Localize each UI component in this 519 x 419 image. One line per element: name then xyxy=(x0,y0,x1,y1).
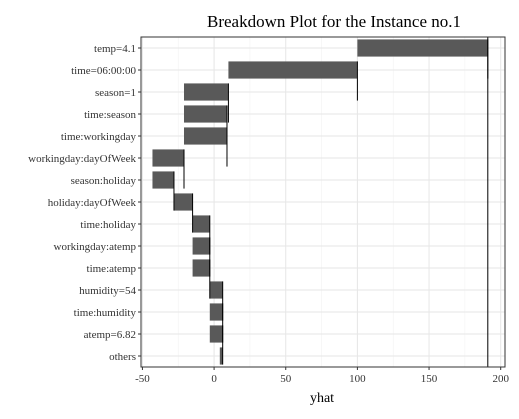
y-tick-label: atemp=6.82 xyxy=(84,329,136,341)
y-tick-label: workingday:dayOfWeek xyxy=(28,153,136,165)
contribution-bar xyxy=(357,39,488,57)
contribution-bar xyxy=(192,259,210,277)
x-axis-title: yhat xyxy=(310,391,334,406)
contribution-bar xyxy=(152,149,184,167)
y-tick-label: temp=4.1 xyxy=(94,43,136,55)
contribution-bar xyxy=(228,61,358,79)
contribution-bar xyxy=(183,83,229,101)
contribution-bar xyxy=(152,171,174,189)
x-tick-label: 100 xyxy=(349,373,366,385)
y-tick-label: workingday:atemp xyxy=(54,241,137,253)
y-tick-label: time:workingday xyxy=(61,131,137,143)
x-tick-label: 150 xyxy=(421,373,438,385)
connectors xyxy=(173,39,489,365)
contribution-bar xyxy=(192,215,210,233)
contribution-bar xyxy=(183,105,227,123)
y-tick-label: holiday:dayOfWeek xyxy=(48,197,137,209)
contribution-bar xyxy=(192,237,210,255)
y-tick-label: season=1 xyxy=(95,87,136,99)
x-axis-ticks: -50 0 50 100 150 200 xyxy=(135,367,509,385)
y-tick-label: time:season xyxy=(84,109,136,121)
y-tick-label: time:humidity xyxy=(74,307,137,319)
y-tick-label: time:holiday xyxy=(80,219,136,231)
x-tick-label: 200 xyxy=(492,373,509,385)
contribution-bar xyxy=(183,127,227,145)
contribution-bar xyxy=(209,281,223,299)
y-tick-label: time:atemp xyxy=(87,263,137,275)
contribution-bar xyxy=(219,347,223,365)
x-tick-label: 0 xyxy=(211,373,217,385)
y-tick-label: humidity=54 xyxy=(79,285,136,297)
x-tick-label: 50 xyxy=(280,373,292,385)
y-tick-label: others xyxy=(109,351,136,363)
contribution-bar xyxy=(209,325,223,343)
chart-title: Breakdown Plot for the Instance no.1 xyxy=(207,12,461,31)
y-tick-label: season:holiday xyxy=(71,175,137,187)
contribution-bar xyxy=(209,303,223,321)
bars xyxy=(152,39,488,365)
y-tick-label: time=06:00:00 xyxy=(71,65,136,77)
contribution-bar xyxy=(173,193,193,211)
y-axis-labels: temp=4.1 time=06:00:00 season=1 time:season… xyxy=(28,43,141,363)
x-tick-label: -50 xyxy=(135,373,150,385)
